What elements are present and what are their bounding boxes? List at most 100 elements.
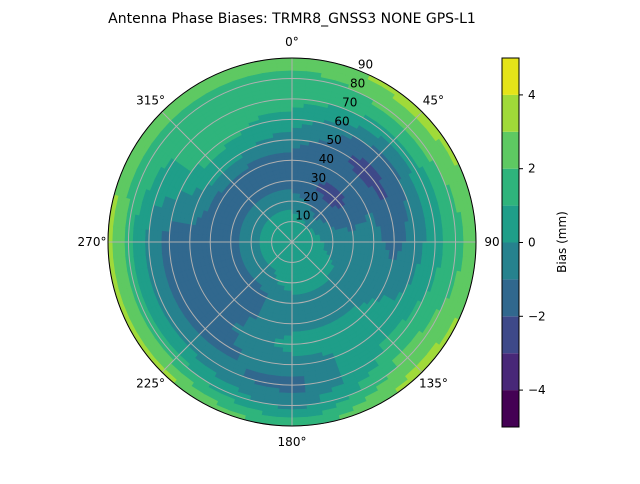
- contour-cell: [222, 242, 226, 248]
- contour-cell: [218, 242, 222, 248]
- contour-cell: [378, 234, 382, 242]
- radial-tick-label: 90: [358, 58, 373, 72]
- colorbar: −4 −2 0 2 4: [502, 58, 546, 427]
- contour-cell: [357, 236, 361, 242]
- contour-cell: [357, 242, 361, 248]
- colorbar-band: [502, 169, 519, 206]
- colorbar-band: [502, 58, 519, 95]
- contour-cell: [341, 237, 345, 242]
- contour-cell: [284, 152, 292, 156]
- radial-tick-label: 30: [311, 171, 326, 185]
- angular-tick-label: 315°: [136, 94, 165, 108]
- contour-cell: [361, 236, 365, 242]
- contour-cell: [292, 295, 297, 299]
- contour-cell: [287, 189, 292, 193]
- contour-cell: [214, 235, 218, 242]
- contour-cell: [288, 201, 292, 205]
- radial-tick-label: 70: [342, 95, 357, 109]
- contour-cell: [292, 148, 300, 152]
- contour-cell: [378, 242, 382, 250]
- contour-cell: [398, 242, 402, 252]
- contour-cell: [341, 242, 345, 247]
- contour-cell: [222, 236, 226, 242]
- contour-cell: [398, 232, 402, 242]
- contour-cell: [178, 242, 183, 252]
- contour-cell: [287, 295, 292, 299]
- colorbar-band: [502, 353, 519, 390]
- contour-cell: [292, 132, 302, 136]
- contour-cell: [292, 144, 301, 148]
- radial-tick-label: 40: [319, 152, 334, 166]
- contour-cell: [292, 291, 297, 295]
- contour-cell: [198, 234, 202, 242]
- contour-cell: [198, 242, 202, 250]
- contour-cell: [214, 242, 218, 249]
- contour-cell: [284, 328, 292, 332]
- chart-title: Antenna Phase Biases: TRMR8_GNSS3 NONE G…: [108, 11, 476, 27]
- contour-cell: [292, 152, 300, 156]
- contour-cell: [365, 242, 369, 249]
- contour-cell: [337, 242, 341, 246]
- contour-cell: [284, 332, 292, 336]
- contour-cell: [235, 242, 239, 247]
- colorbar-band: [502, 279, 519, 316]
- contour-cell: [292, 332, 300, 336]
- contour-cell: [285, 164, 292, 168]
- contour-cell: [194, 242, 198, 251]
- angular-tick-label: 0°: [285, 35, 299, 49]
- contour-cell: [218, 236, 222, 242]
- contour-cell: [282, 348, 292, 352]
- contour-cell: [239, 242, 243, 247]
- contour-cell: [182, 232, 186, 242]
- contour-cell: [292, 287, 296, 291]
- angular-tick-label: 225°: [136, 376, 165, 390]
- contour-cell: [194, 233, 198, 242]
- contour-cell: [292, 172, 298, 176]
- contour-cell: [202, 242, 206, 250]
- contour-cell: [292, 348, 302, 352]
- contour-cell: [182, 242, 186, 252]
- contour-cell: [286, 307, 292, 311]
- contour-cell: [292, 279, 296, 283]
- contour-cell: [286, 172, 292, 176]
- colorbar-tick-label: −4: [528, 383, 546, 397]
- colorbar-tick-label: 4: [528, 88, 536, 102]
- contour-cell: [283, 336, 292, 340]
- angular-tick-label: 270°: [78, 235, 107, 249]
- contour-cell: [282, 132, 292, 136]
- colorbar-band: [502, 206, 519, 243]
- colorbar-label: Bias (mm): [555, 211, 569, 273]
- contour-cell: [292, 352, 302, 357]
- contour-cell: [282, 352, 292, 357]
- contour-cell: [361, 242, 365, 248]
- contour-cell: [386, 233, 390, 242]
- contour-cell: [287, 291, 292, 295]
- angular-tick-label: 135°: [419, 376, 448, 390]
- contour-cell: [243, 242, 247, 246]
- contour-cell: [286, 168, 292, 172]
- angular-tick-label: 180°: [278, 435, 307, 449]
- contour-cell: [292, 164, 299, 168]
- contour-cell: [292, 315, 299, 319]
- contour-cell: [292, 311, 298, 315]
- contour-cell: [286, 311, 292, 315]
- contour-cell: [382, 234, 386, 242]
- angular-tick-label: 90: [484, 235, 499, 249]
- contour-cell: [329, 238, 333, 242]
- contour-cell: [292, 189, 297, 193]
- radial-tick-label: 60: [334, 114, 349, 128]
- colorbar-tick-label: 2: [528, 162, 536, 176]
- colorbar-band: [502, 390, 519, 427]
- contour-cell: [345, 237, 349, 242]
- colorbar-tick-label: 0: [528, 236, 536, 250]
- colorbar-band: [502, 132, 519, 169]
- angular-tick-label: 45°: [423, 94, 444, 108]
- colorbar-tick-label: −2: [528, 309, 546, 323]
- contour-cell: [239, 237, 243, 242]
- radial-tick-label: 50: [327, 133, 342, 147]
- contour-cell: [337, 238, 341, 242]
- contour-cell: [287, 185, 292, 189]
- contour-cell: [292, 307, 298, 311]
- contour-cell: [202, 234, 206, 242]
